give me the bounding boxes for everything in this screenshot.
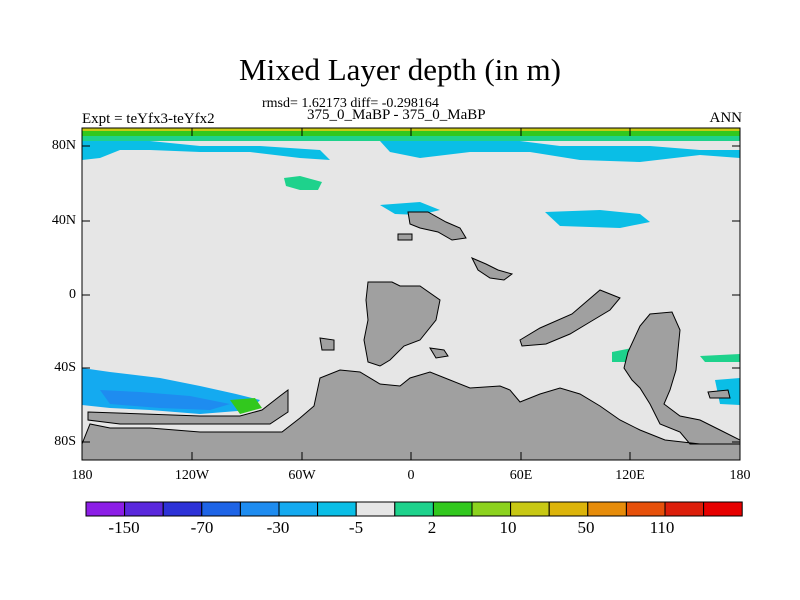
land-small-island-2 bbox=[429, 347, 449, 359]
land-central-continent bbox=[363, 281, 441, 367]
colorbar-swatch bbox=[432, 501, 473, 517]
arctic-teal-band bbox=[82, 136, 740, 141]
colorbar-swatch bbox=[664, 501, 705, 517]
colorbar-label: -30 bbox=[266, 518, 290, 537]
north-blue-patch-2 bbox=[545, 210, 650, 228]
lat-tick-label: 40N bbox=[51, 213, 76, 228]
lon-tick-label: 0 bbox=[407, 468, 415, 483]
colorbar-swatch bbox=[355, 501, 396, 517]
colorbar-swatch bbox=[703, 501, 743, 517]
colorbar-label: -150 bbox=[108, 518, 140, 537]
land-east-ridge bbox=[519, 289, 621, 347]
colorbar-swatch bbox=[510, 501, 550, 517]
arctic-blue-patch bbox=[82, 141, 330, 160]
colorbar-label: -70 bbox=[190, 518, 214, 537]
colorbar-swatch bbox=[471, 501, 512, 517]
colorbar-label: 110 bbox=[649, 518, 675, 537]
land-small-island-4 bbox=[397, 233, 413, 241]
land-small-island-3 bbox=[319, 337, 335, 351]
colorbar-label: 10 bbox=[499, 518, 517, 537]
lon-tick-label: 120E bbox=[615, 468, 645, 483]
south-dark-blue-patch bbox=[100, 390, 230, 410]
colorbar-swatch bbox=[548, 501, 589, 517]
colorbar bbox=[85, 501, 743, 517]
lon-tick-label: 180 bbox=[71, 468, 93, 483]
colorbar-label: 2 bbox=[427, 518, 437, 537]
lat-tick-label: 40S bbox=[54, 360, 76, 375]
south-green-patch bbox=[230, 398, 262, 414]
land-masses bbox=[81, 211, 741, 461]
land-small-island-1 bbox=[470, 257, 514, 281]
lat-tick-label: 80N bbox=[51, 138, 76, 153]
season-label: ANN bbox=[709, 110, 743, 126]
colorbar-swatch bbox=[278, 501, 319, 517]
stats-label: rmsd= 1.62173 diff= -0.298164 bbox=[262, 96, 439, 111]
colorbar-swatch bbox=[587, 501, 627, 517]
land-south-strip bbox=[87, 389, 289, 425]
plot-title: Mixed Layer depth (in m) bbox=[239, 52, 561, 87]
land-north-island bbox=[407, 211, 467, 241]
colorbar-swatch bbox=[124, 501, 164, 517]
colorbar-swatch bbox=[239, 501, 280, 517]
colorbar-swatch bbox=[162, 501, 203, 517]
experiment-label: Expt = teYfx3-teYfx2 bbox=[82, 111, 215, 127]
colorbar-swatch bbox=[317, 501, 357, 517]
lon-tick-label: 180 bbox=[729, 468, 751, 483]
land-antarctica bbox=[81, 311, 741, 461]
north-green-patch bbox=[284, 176, 322, 190]
arctic-blue-patch-2 bbox=[380, 141, 740, 162]
south-teal-east bbox=[700, 354, 740, 362]
lon-tick-label: 60E bbox=[509, 468, 533, 483]
lon-tick-label: 60W bbox=[288, 468, 316, 483]
land-small-island-5 bbox=[707, 389, 731, 399]
colorbar-swatch bbox=[625, 501, 666, 517]
colorbar-swatch bbox=[394, 501, 434, 517]
tick-marks bbox=[82, 128, 740, 460]
period-label: 375_0_MaBP - 375_0_MaBP bbox=[307, 107, 486, 123]
colorbar-label: -5 bbox=[348, 518, 364, 537]
colorbar-label: 50 bbox=[577, 518, 595, 537]
colorbar-swatch bbox=[85, 501, 126, 517]
lon-tick-label: 120W bbox=[174, 468, 210, 483]
lat-tick-label: 0 bbox=[69, 287, 76, 302]
colorbar-swatch bbox=[201, 501, 241, 517]
lat-tick-label: 80S bbox=[54, 434, 76, 449]
